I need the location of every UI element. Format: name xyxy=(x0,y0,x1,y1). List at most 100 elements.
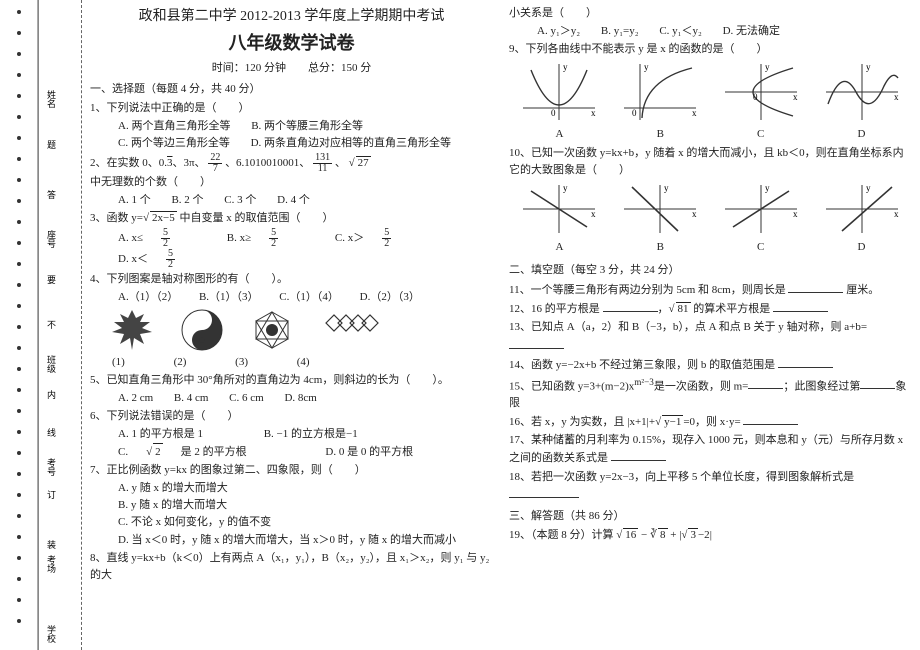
section-3-heading: 三、解答题（共 86 分） xyxy=(509,508,912,525)
q8-opt-b: B. y₁=y₂ xyxy=(601,23,639,40)
q8-options: A. y₁＞y₂ B. y₁=y₂ C. y₁＜y₂ D. 无法确定 xyxy=(537,23,912,40)
margin-column: 姓名 题 答 座号 要 不 班级 内 线 考号 订 装 考场 学校 xyxy=(39,0,82,650)
q7-opt-a: A. y 随 x 的增大而增大 xyxy=(118,480,493,497)
q8-opt-d: D. 无法确定 xyxy=(723,23,780,40)
margin-label: 题 xyxy=(45,140,58,149)
q8-opt-a: A. y₁＞y₂ xyxy=(537,23,580,40)
svg-text:x: x xyxy=(894,92,899,102)
knot-icon xyxy=(320,308,384,338)
graph-line-icon: xy xyxy=(721,181,801,237)
q2-options: A. 1 个 B. 2 个 C. 3 个 D. 4 个 xyxy=(118,192,493,209)
margin-label: 装 xyxy=(45,540,58,549)
question-14: 14、函数 y=−2x+b 不经过第三象限，则 b 的取值范围是 xyxy=(509,356,912,374)
question-1: 1、下列说法中正确的是（ ） xyxy=(90,100,493,117)
svg-text:y: y xyxy=(866,62,871,72)
q5-options: A. 2 cm B. 4 cm C. 6 cm D. 8cm xyxy=(118,390,493,407)
q7-opt-d: D. 当 x＜0 时，y 随 x 的增大而增大，当 x＞0 时，y 随 x 的增… xyxy=(118,532,493,549)
margin-label: 答 xyxy=(45,190,58,199)
q3-opt-d: D. x＜52 xyxy=(118,249,211,270)
blank xyxy=(743,413,798,425)
blank xyxy=(778,356,833,368)
q1-opt-d: D. 两条直角边对应相等的直角三角形全等 xyxy=(251,135,451,152)
margin-label: 考场 xyxy=(45,555,58,573)
margin-label: 班级 xyxy=(45,355,58,373)
q4-label: (1) xyxy=(112,354,125,371)
binding-strip: (function(){var n=30;for(var i=0;i<n;i++… xyxy=(0,0,39,650)
blank xyxy=(611,449,666,461)
question-16: 16、若 x，y 为实数，且 |x+1|+√y−1=0，则 x·y= xyxy=(509,413,912,431)
graph-label: D xyxy=(857,126,865,143)
graph-line-icon: xy xyxy=(519,181,599,237)
q6-opt-a: A. 1 的平方根是 1 xyxy=(118,426,203,443)
q10-labels: A B C D xyxy=(509,239,912,256)
content-area: 政和县第二中学 2012-2013 学年度上学期期中考试 八年级数学试卷 时间：… xyxy=(82,0,920,650)
question-4: 4、下列图案是轴对称图形的有（ ）。 xyxy=(90,271,493,288)
question-2: 2、在实数 0、0.3、3π、 227 、6.1010010001、 13111… xyxy=(90,153,493,191)
q2-text: 、 xyxy=(335,157,346,169)
margin-label: 内 xyxy=(45,390,58,399)
question-5: 5、已知直角三角形中 30°角所对的直角边为 4cm，则斜边的长为（ ）。 xyxy=(90,372,493,389)
left-column: 政和县第二中学 2012-2013 学年度上学期期中考试 八年级数学试卷 时间：… xyxy=(82,0,501,650)
q4-opt-d: D.（2）（3） xyxy=(360,289,420,306)
blank xyxy=(860,377,895,389)
q4-label: (3) xyxy=(235,354,248,371)
leaf-icon xyxy=(110,308,154,352)
blank xyxy=(773,300,828,312)
margin-label: 不 xyxy=(45,320,58,329)
q3-options: A. x≤52 B. x≥52 C. x＞52 D. x＜52 xyxy=(118,228,493,270)
exam-title: 政和县第二中学 2012-2013 学年度上学期期中考试 xyxy=(90,6,493,28)
svg-text:x: x xyxy=(894,209,899,219)
q2-text: 2、在实数 0、0. xyxy=(90,157,167,169)
svg-text:y: y xyxy=(563,62,568,72)
section-1-heading: 一、选择题（每题 4 分，共 40 分） xyxy=(90,81,493,98)
question-3: 3、函数 y=√2x−5 中自变量 x 的取值范围（ ） xyxy=(90,210,493,227)
graph-line-icon: xy xyxy=(620,181,700,237)
q6-options: A. 1 的平方根是 1 B. −1 的立方根是−1 C. √2 是 2 的平方… xyxy=(118,426,493,461)
graph-line-icon: xy xyxy=(822,181,902,237)
question-13: 13、已知点 A（a，2）和 B（−3，b），点 A 和点 B 关于 y 轴对称… xyxy=(509,319,912,354)
q4-label: (4) xyxy=(297,354,310,371)
q9-labels: A B C D xyxy=(509,126,912,143)
question-8: 8、直线 y=kx+b（k＜0）上有两点 A（x₁，y₁），B（x₂，y₂），且… xyxy=(90,550,493,584)
blank xyxy=(509,337,564,349)
q2-opt-a: A. 1 个 xyxy=(118,192,151,209)
q8-opt-c: C. y₁＜y₂ xyxy=(659,23,702,40)
exam-info: 时间：120 分钟 总分：150 分 xyxy=(90,60,493,77)
blank xyxy=(748,377,783,389)
question-9: 9、下列各曲线中不能表示 y 是 x 的函数的是（ ） xyxy=(509,41,912,58)
margin-label: 座号 xyxy=(45,230,58,248)
q2-frac-d: 7 xyxy=(208,164,222,174)
q6-opt-b: B. −1 的立方根是−1 xyxy=(264,426,358,443)
svg-text:x: x xyxy=(692,108,697,118)
q8-continued: 小关系是（ ） xyxy=(509,5,912,22)
q3-text: 中自变量 x 的取值范围（ ） xyxy=(177,212,334,224)
q7-options: A. y 随 x 的增大而增大 B. y 随 x 的增大而增大 C. 不论 x … xyxy=(118,480,493,548)
question-17: 17、某种储蓄的月利率为 0.15%，现存入 1000 元，则本息和 y（元）与… xyxy=(509,432,912,467)
question-6: 6、下列说法错误的是（ ） xyxy=(90,408,493,425)
graph-label: C xyxy=(757,126,764,143)
q2-opt-b: B. 2 个 xyxy=(171,192,203,209)
question-19: 19、（本题 8 分）计算 √16 − ∛8 + |√3−2| xyxy=(509,527,912,544)
question-15: 15、已知函数 y=3+(m−2)xm²−3是一次函数，则 m=；此图象经过第象… xyxy=(509,375,912,413)
q4-diagrams xyxy=(110,308,493,352)
question-12: 12、16 的平方根是 ，√81 的算术平方根是 xyxy=(509,300,912,318)
svg-text:x: x xyxy=(591,108,596,118)
margin-label: 考号 xyxy=(45,458,58,476)
graph-label: A xyxy=(556,239,564,256)
margin-label: 线 xyxy=(45,428,58,437)
q1-opt-b: B. 两个等腰三角形全等 xyxy=(251,118,363,135)
graph-label: B xyxy=(657,126,664,143)
q3-opt-a: A. x≤52 xyxy=(118,228,206,249)
q9-graphs: xy0 xy0 xy0 xy xyxy=(509,60,912,124)
q3-opt-c: C. x＞52 xyxy=(335,228,427,249)
margin-label: 学校 xyxy=(45,625,58,643)
svg-text:0: 0 xyxy=(632,108,637,118)
blank xyxy=(509,486,579,498)
svg-text:y: y xyxy=(664,183,669,193)
q2-text: 中无理数的个数（ ） xyxy=(90,176,211,188)
svg-text:x: x xyxy=(692,209,697,219)
q4-options: A.（1）（2） B.（1）（3） C.（1）（4） D.（2）（3） xyxy=(118,289,493,306)
q4-opt-c: C.（1）（4） xyxy=(279,289,339,306)
section-2-heading: 二、填空题（每空 3 分，共 24 分） xyxy=(509,262,912,279)
graph-label: A xyxy=(556,126,564,143)
